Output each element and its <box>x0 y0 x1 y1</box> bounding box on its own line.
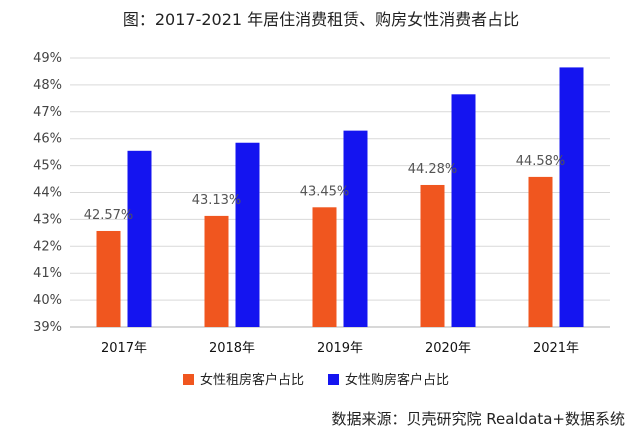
bar-buy <box>343 130 368 327</box>
x-category-label: 2021年 <box>533 341 579 356</box>
y-tick-label: 46% <box>33 132 62 147</box>
y-tick-label: 42% <box>33 239 62 254</box>
gridlines <box>70 57 610 328</box>
data-label: 43.13% <box>192 193 242 208</box>
bar-buy <box>451 94 476 327</box>
y-tick-label: 47% <box>33 105 62 120</box>
data-label: 44.58% <box>516 154 566 169</box>
source-note: 数据来源：贝壳研究院 Realdata+数据系统 <box>332 410 625 428</box>
bar-rent <box>96 230 121 327</box>
bar-rent <box>204 215 229 327</box>
legend-swatch-rent <box>183 374 194 385</box>
legend-swatch-buy <box>328 374 339 385</box>
bar-rent <box>528 176 553 327</box>
y-tick-label: 49% <box>33 51 62 66</box>
x-category-label: 2019年 <box>317 341 363 356</box>
bar-buy <box>235 142 260 327</box>
legend-label-buy: 女性购房客户占比 <box>345 372 449 388</box>
bar-buy <box>127 150 152 327</box>
data-labels: 42.57% 43.13% 43.45% 44.28% 44.58% <box>84 154 566 223</box>
y-tick-label: 40% <box>33 293 62 308</box>
y-tick-label: 39% <box>33 320 62 335</box>
y-tick-label: 43% <box>33 212 62 227</box>
y-axis-ticks: 39% 40% 41% 42% 43% 44% 45% 46% 47% 48% 49% <box>33 51 62 335</box>
legend-label-rent: 女性租房客户占比 <box>200 372 304 388</box>
y-tick-label: 48% <box>33 78 62 93</box>
data-label: 43.45% <box>300 184 350 199</box>
y-tick-label: 44% <box>33 186 62 201</box>
x-category-label: 2017年 <box>101 341 147 356</box>
chart-title: 图：2017-2021 年居住消费租赁、购房女性消费者占比 <box>123 10 519 29</box>
x-axis-categories: 2017年 2018年 2019年 2020年 2021年 <box>101 341 579 356</box>
bar-buy <box>559 67 584 327</box>
y-tick-label: 41% <box>33 266 62 281</box>
legend: 女性租房客户占比 女性购房客户占比 <box>183 372 449 388</box>
data-label: 44.28% <box>408 162 458 177</box>
bar-rent <box>312 207 337 327</box>
x-category-label: 2018年 <box>209 341 255 356</box>
data-label: 42.57% <box>84 208 134 223</box>
x-category-label: 2020年 <box>425 341 471 356</box>
bar-rent <box>420 184 445 327</box>
y-tick-label: 45% <box>33 159 62 174</box>
bars <box>96 67 584 327</box>
